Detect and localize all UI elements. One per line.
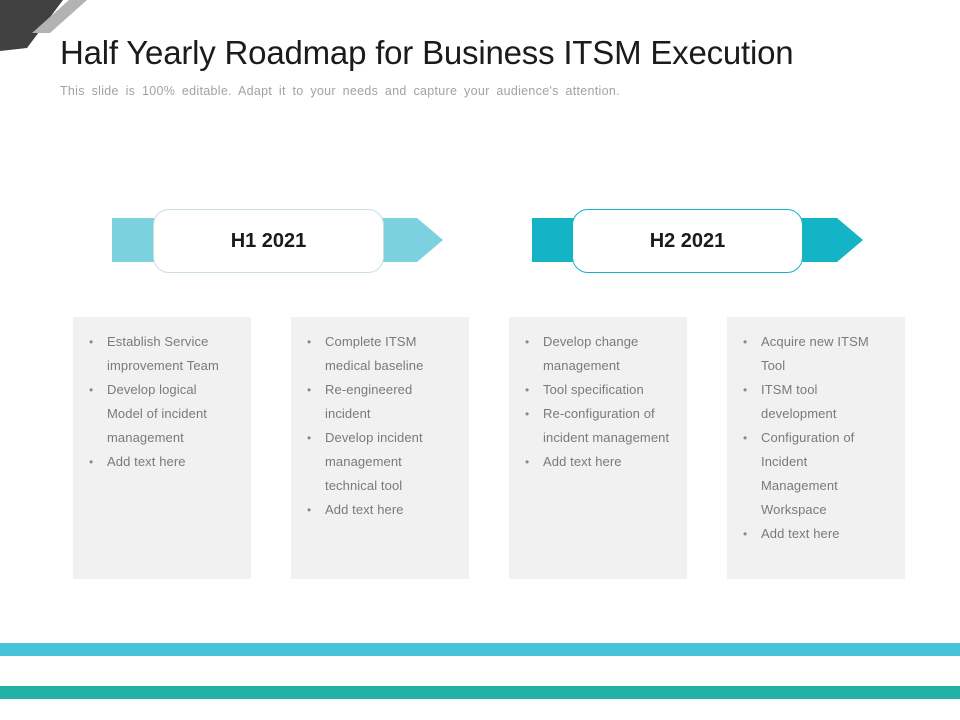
bullet-line: Configuration of (761, 430, 855, 445)
bullet-item: • Re-configuration of incident managemen… (525, 402, 681, 450)
corner-decoration (0, 0, 87, 51)
bullet-line: improvement Team (107, 358, 219, 373)
corner-dark-shape (0, 0, 63, 51)
bullet-marker: • (307, 383, 312, 397)
bullet-marker: • (743, 527, 748, 541)
bullet-line: incident (325, 406, 371, 421)
bullet-marker: • (307, 431, 312, 445)
bullet-line: Workspace (761, 502, 827, 517)
footer-bar-teal (0, 686, 960, 699)
bullet-line: Add text here (543, 454, 622, 469)
bullet-item: • Re-engineered incident (307, 378, 463, 426)
h1-banner-arrow-icon (378, 218, 443, 262)
h1-label-text: H1 2021 (230, 229, 307, 252)
h2-timeline-label[interactable]: H2 2021 (572, 209, 803, 273)
bullet-line: Management (761, 478, 838, 493)
bullet-item: • Add text here (89, 450, 245, 474)
bullet-line: Incident (761, 454, 808, 469)
bullet-item: • Complete ITSM medical baseline (307, 330, 463, 378)
h2-banner-arrow-icon (798, 218, 863, 262)
roadmap-box-1[interactable]: • Establish Service improvement Team • D… (73, 317, 251, 579)
bullet-line: Tool (761, 358, 786, 373)
bullet-line: medical baseline (325, 358, 424, 373)
bullet-line: Acquire new ITSM (761, 334, 869, 349)
roadmap-box-3[interactable]: • Develop change management • Tool speci… (509, 317, 687, 579)
bullet-item: • Establish Service improvement Team (89, 330, 245, 378)
bullet-line: Re-configuration of (543, 406, 655, 421)
bullet-item: • Develop change management (525, 330, 681, 378)
bullet-marker: • (525, 383, 530, 397)
bullet-line: Add text here (761, 526, 840, 541)
page-subtitle: This slide is 100% editable. Adapt it to… (60, 84, 620, 98)
bullet-item: • Add text here (743, 522, 899, 546)
bullet-item: • Configuration of Incident Management W… (743, 426, 899, 522)
h1-timeline-label[interactable]: H1 2021 (153, 209, 384, 273)
bullet-marker: • (743, 431, 748, 445)
bullet-line: management (107, 430, 184, 445)
bullet-line: Model of incident (107, 406, 207, 421)
bullet-line: technical tool (325, 478, 403, 493)
bullet-item: • Tool specification (525, 378, 681, 402)
bullet-line: incident management (543, 430, 670, 445)
h2-label-text: H2 2021 (649, 229, 726, 252)
bullet-marker: • (89, 383, 94, 397)
bullet-marker: • (307, 335, 312, 349)
bullet-item: • Develop incident management technical … (307, 426, 463, 498)
bullet-line: management (543, 358, 620, 373)
bullet-line: Develop incident (325, 430, 423, 445)
corner-light-shape (32, 0, 87, 33)
bullet-line: Complete ITSM (325, 334, 417, 349)
bullet-line: Add text here (107, 454, 186, 469)
bullet-marker: • (307, 503, 312, 517)
bullet-line: Add text here (325, 502, 404, 517)
bullet-line: management (325, 454, 402, 469)
bullet-marker: • (525, 335, 530, 349)
roadmap-box-2[interactable]: • Complete ITSM medical baseline • Re-en… (291, 317, 469, 579)
bullet-line: Develop change (543, 334, 639, 349)
roadmap-box-4[interactable]: • Acquire new ITSM Tool • ITSM tool deve… (727, 317, 905, 579)
bullet-line: Re-engineered (325, 382, 413, 397)
bullet-item: • Develop logical Model of incident mana… (89, 378, 245, 450)
bullet-item: • Add text here (525, 450, 681, 474)
bullet-item: • Add text here (307, 498, 463, 522)
bullet-marker: • (89, 335, 94, 349)
bullet-marker: • (525, 407, 530, 421)
bullet-line: Develop logical (107, 382, 197, 397)
bullet-marker: • (743, 383, 748, 397)
bullet-line: development (761, 406, 837, 421)
bullet-item: • Acquire new ITSM Tool (743, 330, 899, 378)
page-title: Half Yearly Roadmap for Business ITSM Ex… (60, 34, 794, 71)
bullet-marker: • (89, 455, 94, 469)
bullet-marker: • (743, 335, 748, 349)
bullet-line: ITSM tool (761, 382, 818, 397)
bullet-marker: • (525, 455, 530, 469)
bullet-item: • ITSM tool development (743, 378, 899, 426)
bullet-line: Establish Service (107, 334, 209, 349)
footer-bar-cyan (0, 643, 960, 656)
bullet-line: Tool specification (543, 382, 644, 397)
